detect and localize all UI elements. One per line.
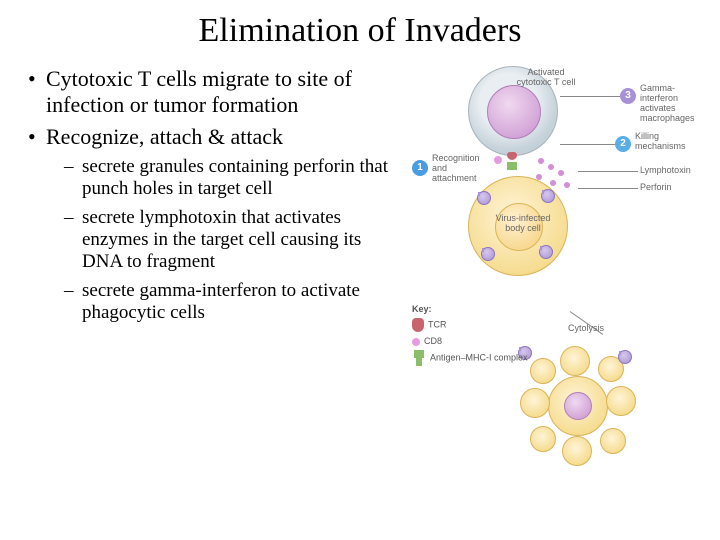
bullet-2-text: Recognize, attach & attack: [46, 124, 283, 149]
infected-label: Virus-infected body cell: [494, 214, 552, 234]
leader-line: [578, 171, 638, 172]
cd8-icon: [412, 338, 420, 346]
sub-bullet-1: secrete granules containing perforin tha…: [64, 156, 398, 201]
text-column: Cytotoxic T cells migrate to site of inf…: [28, 66, 408, 486]
key-row-cd8: CD8: [412, 336, 528, 346]
tcr-icon: [412, 318, 424, 332]
granule-icon: [550, 180, 556, 186]
sub-bullet-2: secrete lymphotoxin that activates enzym…: [64, 207, 398, 274]
granule-icon: [558, 170, 564, 176]
step2-label: Killing mechanisms: [635, 132, 695, 152]
key-row-mhc: Antigen–MHC-I complex: [412, 350, 528, 366]
t-cell-label: Activated cytotoxic T cell: [516, 68, 576, 88]
step1-label: Recognition and attachment: [432, 154, 490, 184]
badge-3: 3: [620, 88, 636, 104]
virus-icon: [539, 245, 553, 259]
perforin-label: Perforin: [640, 183, 672, 193]
bullet-1: Cytotoxic T cells migrate to site of inf…: [28, 66, 398, 118]
leader-line: [560, 144, 615, 145]
granule-icon: [564, 182, 570, 188]
content-row: Cytotoxic T cells migrate to site of inf…: [0, 66, 720, 486]
t-cell-nucleus-icon: [487, 85, 541, 139]
virus-icon: [618, 350, 632, 364]
granule-icon: [538, 158, 544, 164]
key-box: Key: TCR CD8 Antigen–MHC-I complex: [412, 304, 528, 366]
cd8-dot-icon: [494, 156, 502, 164]
key-row-tcr: TCR: [412, 318, 528, 332]
sub-bullet-3: secrete gamma-interferon to activate pha…: [64, 280, 398, 325]
mhc-icon: [412, 350, 426, 366]
leader-line: [560, 96, 620, 97]
virus-icon: [481, 247, 495, 261]
receptor-junction-icon: [504, 152, 520, 170]
sub-bullet-list: secrete granules containing perforin tha…: [46, 156, 398, 325]
cytolysis-label: Cytolysis: [568, 324, 604, 334]
key-title: Key:: [412, 304, 528, 314]
virus-icon: [477, 191, 491, 205]
granule-icon: [548, 164, 554, 170]
main-bullet-list: Cytotoxic T cells migrate to site of inf…: [28, 66, 398, 325]
badge-2: 2: [615, 136, 631, 152]
key-tcr-label: TCR: [428, 319, 447, 329]
key-mhc-label: Antigen–MHC-I complex: [430, 352, 528, 362]
bullet-2: Recognize, attach & attack secrete granu…: [28, 124, 398, 325]
badge-1: 1: [412, 160, 428, 176]
lymphotoxin-label: Lymphotoxin: [640, 166, 691, 176]
page-title: Elimination of Invaders: [0, 0, 720, 66]
lysed-nucleus-icon: [564, 392, 592, 420]
diagram: Activated cytotoxic T cell 3 Gamma-inter…: [408, 66, 698, 486]
virus-icon: [541, 189, 555, 203]
leader-line: [578, 188, 638, 189]
key-cd8-label: CD8: [424, 336, 442, 346]
lysed-cell-icon: [518, 346, 638, 466]
step3-label: Gamma-interferon activates macrophages: [640, 84, 698, 124]
